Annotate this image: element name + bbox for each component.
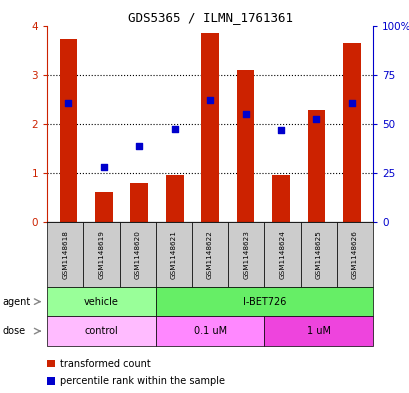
Point: [207, 97, 213, 103]
Point: [171, 125, 178, 132]
Text: GSM1148622: GSM1148622: [207, 230, 213, 279]
Text: percentile rank within the sample: percentile rank within the sample: [60, 376, 225, 386]
Bar: [165, 175, 183, 222]
Text: GSM1148623: GSM1148623: [243, 230, 249, 279]
Text: GSM1148620: GSM1148620: [135, 230, 140, 279]
Text: 1 uM: 1 uM: [306, 326, 330, 336]
Bar: [59, 39, 77, 222]
Point: [65, 100, 72, 106]
Bar: [95, 191, 112, 222]
Bar: [236, 70, 254, 222]
Point: [136, 143, 142, 149]
Text: GSM1148618: GSM1148618: [62, 230, 68, 279]
Text: dose: dose: [2, 326, 25, 336]
Point: [348, 100, 354, 106]
Text: I-BET726: I-BET726: [242, 297, 285, 307]
Text: vehicle: vehicle: [84, 297, 119, 307]
Bar: [342, 43, 360, 222]
Title: GDS5365 / ILMN_1761361: GDS5365 / ILMN_1761361: [127, 11, 292, 24]
Text: GSM1148621: GSM1148621: [171, 230, 176, 279]
Point: [100, 164, 107, 170]
Text: GSM1148625: GSM1148625: [315, 230, 321, 279]
Text: transformed count: transformed count: [60, 358, 151, 369]
Bar: [272, 175, 289, 222]
Point: [277, 127, 283, 133]
Text: GSM1148624: GSM1148624: [279, 230, 285, 279]
Text: control: control: [84, 326, 118, 336]
Bar: [130, 183, 148, 222]
Bar: [201, 33, 218, 222]
Point: [312, 116, 319, 122]
Text: agent: agent: [2, 297, 30, 307]
Bar: [307, 110, 324, 222]
Text: 0.1 uM: 0.1 uM: [193, 326, 226, 336]
Text: GSM1148626: GSM1148626: [351, 230, 357, 279]
Text: GSM1148619: GSM1148619: [98, 230, 104, 279]
Point: [242, 111, 248, 117]
